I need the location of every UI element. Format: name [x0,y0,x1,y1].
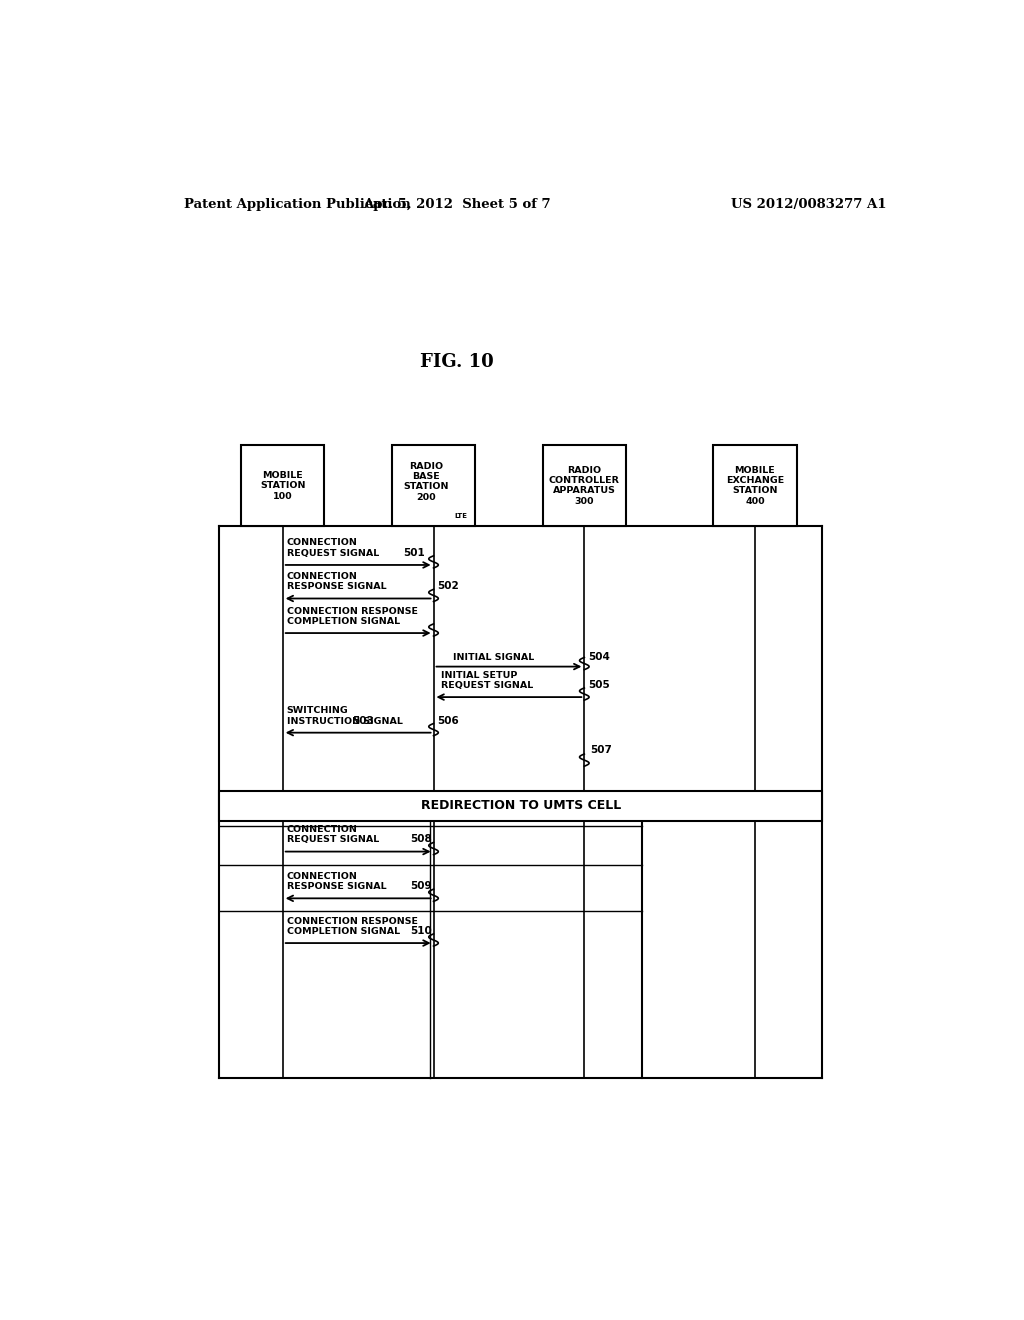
Text: LTE: LTE [455,513,467,519]
Text: 504: 504 [588,652,610,661]
Text: REDIRECTION TO UMTS CELL: REDIRECTION TO UMTS CELL [421,800,621,812]
Text: RADIO
BASE
STATION
200: RADIO BASE STATION 200 [403,462,450,502]
Text: CONNECTION
REQUEST SIGNAL: CONNECTION REQUEST SIGNAL [287,825,379,845]
Text: CONNECTION RESPONSE
COMPLETION SIGNAL: CONNECTION RESPONSE COMPLETION SIGNAL [287,607,418,626]
Text: 501: 501 [403,548,425,558]
Text: 508: 508 [410,834,431,845]
Text: 510: 510 [410,925,431,936]
Bar [392,445,475,527]
Text: INITIAL SIGNAL: INITIAL SIGNAL [454,652,535,661]
Text: CONNECTION
REQUEST SIGNAL: CONNECTION REQUEST SIGNAL [287,539,379,558]
Bar [219,791,822,821]
Text: 503: 503 [352,715,374,726]
Text: 502: 502 [437,581,459,591]
Text: 506: 506 [437,715,459,726]
Text: CONNECTION
RESPONSE SIGNAL: CONNECTION RESPONSE SIGNAL [287,871,386,891]
Text: MOBILE
STATION
100: MOBILE STATION 100 [260,471,305,500]
Text: SWITCHING
INSTRUCTION SIGNAL: SWITCHING INSTRUCTION SIGNAL [287,706,402,726]
Text: 507: 507 [591,744,612,755]
Text: 505: 505 [588,680,610,690]
Text: INITIAL SETUP
REQUEST SIGNAL: INITIAL SETUP REQUEST SIGNAL [441,671,534,690]
Bar [241,445,325,527]
Bar [543,445,626,527]
Text: FIG. 10: FIG. 10 [421,352,495,371]
Text: MOBILE
EXCHANGE
STATION
400: MOBILE EXCHANGE STATION 400 [726,466,784,506]
Bar [714,445,797,527]
Text: CONNECTION
RESPONSE SIGNAL: CONNECTION RESPONSE SIGNAL [287,572,386,591]
Text: RADIO
CONTROLLER
APPARATUS
300: RADIO CONTROLLER APPARATUS 300 [549,466,620,506]
Text: Apr. 5, 2012  Sheet 5 of 7: Apr. 5, 2012 Sheet 5 of 7 [364,198,551,211]
Text: 509: 509 [410,882,431,891]
Text: US 2012/0083277 A1: US 2012/0083277 A1 [731,198,887,211]
Text: CONNECTION RESPONSE
COMPLETION SIGNAL: CONNECTION RESPONSE COMPLETION SIGNAL [287,916,418,936]
Text: Patent Application Publication: Patent Application Publication [183,198,411,211]
